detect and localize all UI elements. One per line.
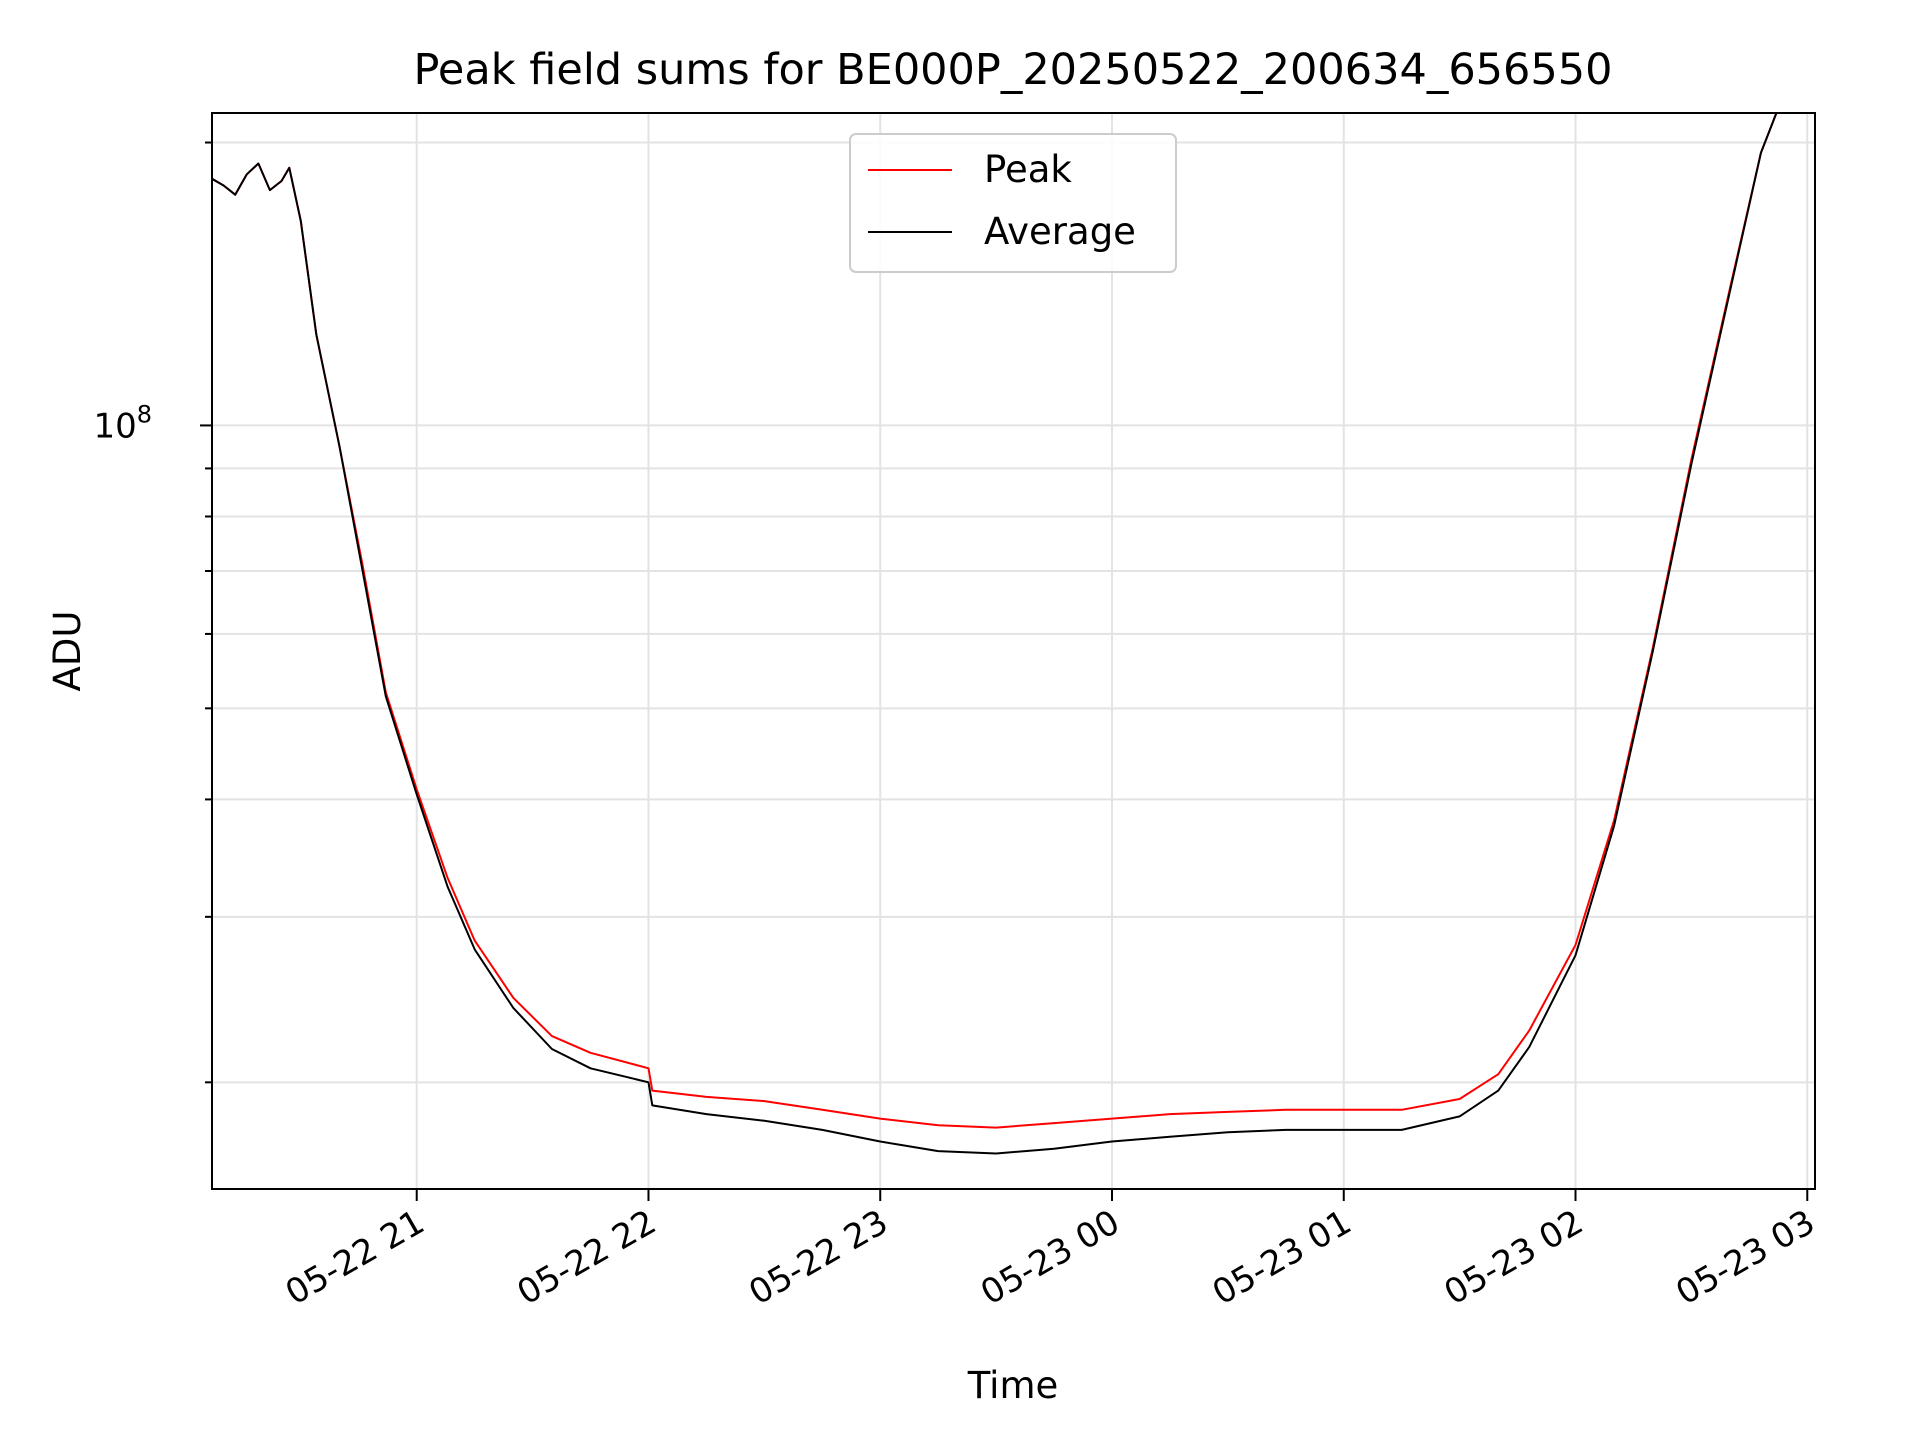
y-tick-label: 108 xyxy=(93,400,152,446)
legend-box xyxy=(849,133,1177,273)
legend-label-peak: Peak xyxy=(984,148,1072,191)
legend: Peak Average xyxy=(849,133,1177,273)
chart-title: Peak field sums for BE000P_20250522_2006… xyxy=(414,45,1613,95)
x-axis-label: Time xyxy=(967,1364,1059,1407)
axes-frame xyxy=(211,112,1816,1190)
series-group xyxy=(212,113,1778,1155)
y-axis-label: ADU xyxy=(46,611,89,692)
series-line-average xyxy=(212,113,1778,1155)
legend-label-average: Average xyxy=(984,210,1136,253)
